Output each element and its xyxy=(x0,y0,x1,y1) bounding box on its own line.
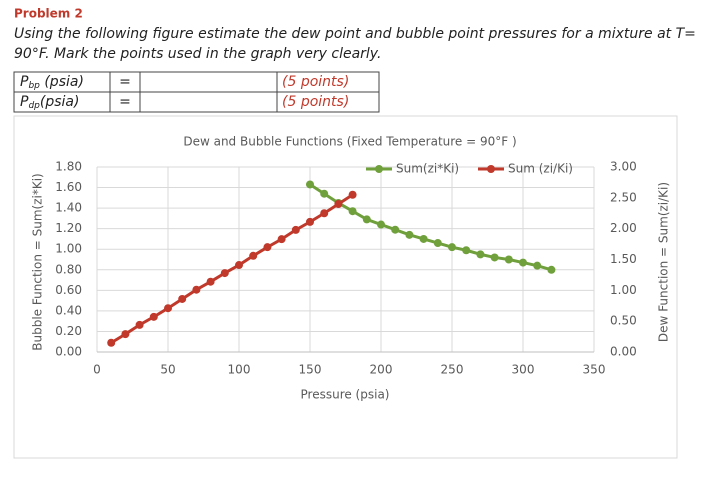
y2-tick-label: 0.00 xyxy=(610,345,637,359)
point xyxy=(419,234,428,243)
point xyxy=(291,225,300,234)
y-tick-label: 1.80 xyxy=(55,160,82,174)
unit: (psia) xyxy=(40,94,80,110)
point xyxy=(519,258,527,267)
x-tick-label: 150 xyxy=(299,363,322,377)
chart-frame xyxy=(13,115,678,459)
equals: = xyxy=(119,94,131,110)
legend-marker xyxy=(375,165,383,173)
y2-tick-label: 0.50 xyxy=(610,314,637,328)
y-tick-label: 0.00 xyxy=(55,345,82,359)
y-axis-label: Bubble Function = Sum(zi*Ki) xyxy=(31,173,45,350)
y-tick-label: 1.40 xyxy=(55,201,82,215)
legend-label: Sum(zi*Ki) xyxy=(396,162,459,176)
point xyxy=(547,265,556,274)
point xyxy=(164,304,172,313)
point xyxy=(533,261,542,270)
legend-marker xyxy=(487,165,495,173)
x-tick-label: 300 xyxy=(512,363,535,377)
y-tick-label: 0.60 xyxy=(55,283,82,297)
row-label: Pdp(psia) xyxy=(20,94,79,111)
point xyxy=(348,207,357,216)
point xyxy=(320,209,329,218)
point xyxy=(178,294,187,303)
legend-label: Sum (zi/Ki) xyxy=(508,162,573,176)
problem-title: Problem 2 xyxy=(14,7,83,21)
row-label: Pbp (psia) xyxy=(20,74,84,91)
point xyxy=(377,220,385,229)
x-tick-label: 100 xyxy=(228,363,251,377)
y2-tick-label: 2.50 xyxy=(610,190,637,204)
x-tick-label: 50 xyxy=(160,363,175,377)
point xyxy=(504,255,513,264)
instruction-line: Using the following figure estimate the … xyxy=(14,26,696,42)
point xyxy=(107,338,116,347)
point xyxy=(391,225,400,234)
point xyxy=(220,269,229,278)
point xyxy=(263,243,272,252)
point xyxy=(277,235,286,244)
y-tick-label: 0.80 xyxy=(55,262,82,276)
point xyxy=(334,200,343,208)
subscript: dp xyxy=(28,101,40,111)
x-tick-label: 250 xyxy=(441,363,464,377)
point xyxy=(235,261,243,270)
unit: (psia) xyxy=(40,74,84,90)
point xyxy=(490,253,499,262)
point xyxy=(462,246,471,255)
y-tick-label: 1.00 xyxy=(55,242,82,256)
x-axis-label: Pressure (psia) xyxy=(301,388,390,402)
symbol: P xyxy=(20,74,29,90)
point xyxy=(192,285,201,294)
y-tick-label: 0.20 xyxy=(55,324,82,338)
x-tick-label: 350 xyxy=(583,363,606,377)
series-line xyxy=(110,193,354,345)
y2-axis-label: Dew Function = Sum(zi/Ki) xyxy=(657,182,671,342)
point xyxy=(362,215,371,224)
y-tick-label: 1.60 xyxy=(55,180,82,194)
y-tick-label: 1.20 xyxy=(55,221,82,235)
point xyxy=(306,180,314,189)
y2-tick-label: 2.00 xyxy=(610,221,637,235)
point xyxy=(320,189,329,198)
point xyxy=(405,230,414,239)
x-tick-label: 200 xyxy=(370,363,393,377)
equals: = xyxy=(119,74,131,90)
answer-table xyxy=(13,71,380,113)
symbol: P xyxy=(20,94,29,110)
y-tick-label: 0.40 xyxy=(55,303,82,317)
points: (5 points) xyxy=(282,74,349,90)
point xyxy=(135,320,144,329)
point xyxy=(249,251,258,260)
point xyxy=(206,277,215,286)
y2-tick-label: 1.50 xyxy=(610,252,637,266)
point xyxy=(348,190,357,199)
point xyxy=(476,250,485,259)
y2-tick-label: 3.00 xyxy=(610,160,637,174)
point xyxy=(306,217,314,226)
x-tick-label: 0 xyxy=(93,363,101,377)
y2-tick-label: 1.00 xyxy=(610,283,637,297)
point xyxy=(149,312,158,321)
subscript: bp xyxy=(28,81,40,91)
chart-title: Dew and Bubble Functions (Fixed Temperat… xyxy=(183,135,516,149)
point xyxy=(121,330,130,339)
points: (5 points) xyxy=(282,94,349,110)
instruction-line: 90°F. Mark the points used in the graph … xyxy=(14,46,381,62)
point xyxy=(433,239,442,248)
point xyxy=(448,243,456,252)
